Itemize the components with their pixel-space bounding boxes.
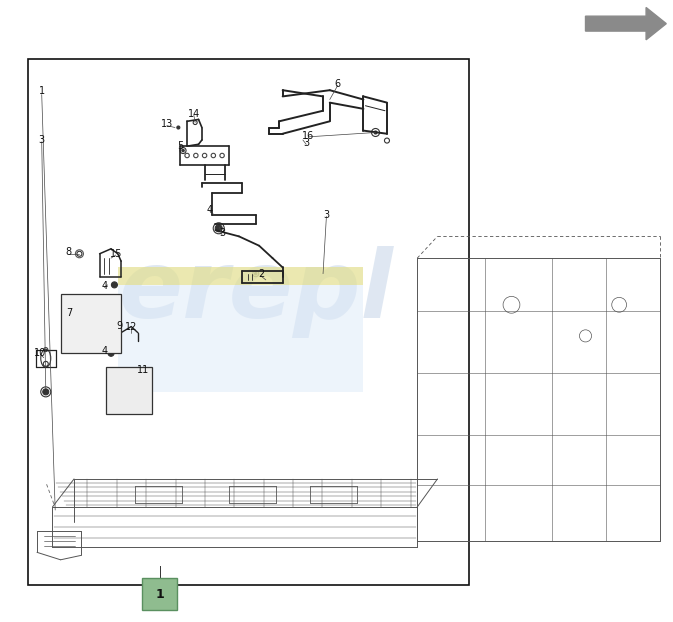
Circle shape: [215, 225, 222, 232]
Text: 3: 3: [219, 228, 225, 238]
FancyBboxPatch shape: [142, 578, 177, 610]
Text: 10: 10: [34, 348, 46, 358]
Text: 6: 6: [334, 79, 341, 89]
Text: erepl: erepl: [118, 246, 393, 338]
Text: 3: 3: [38, 135, 45, 145]
Text: 13: 13: [161, 119, 173, 129]
Text: 3: 3: [323, 210, 330, 220]
Text: 5: 5: [177, 141, 184, 151]
Text: 7: 7: [66, 308, 73, 318]
Polygon shape: [586, 7, 666, 40]
Text: 14: 14: [188, 109, 200, 119]
Circle shape: [182, 149, 184, 152]
Bar: [28, 59, 469, 585]
Text: 1: 1: [38, 86, 45, 96]
Text: 12: 12: [125, 322, 137, 332]
Text: 4: 4: [207, 205, 213, 215]
Text: 4: 4: [101, 346, 108, 356]
Text: 16: 16: [302, 131, 314, 141]
Text: 9: 9: [116, 321, 123, 331]
Text: 11: 11: [137, 365, 149, 375]
Circle shape: [177, 126, 180, 129]
Text: 4: 4: [101, 281, 108, 291]
Circle shape: [108, 350, 114, 356]
Circle shape: [254, 272, 257, 275]
Text: 1: 1: [155, 588, 164, 600]
Text: 2: 2: [258, 269, 264, 279]
Text: 3: 3: [303, 138, 310, 148]
Bar: [118, 267, 363, 285]
Bar: [61, 294, 121, 353]
Circle shape: [43, 389, 48, 395]
Circle shape: [112, 282, 117, 288]
Bar: [118, 267, 363, 392]
Text: 8: 8: [65, 247, 72, 257]
Circle shape: [374, 131, 377, 134]
Text: 15: 15: [110, 249, 122, 259]
Bar: [106, 367, 152, 414]
